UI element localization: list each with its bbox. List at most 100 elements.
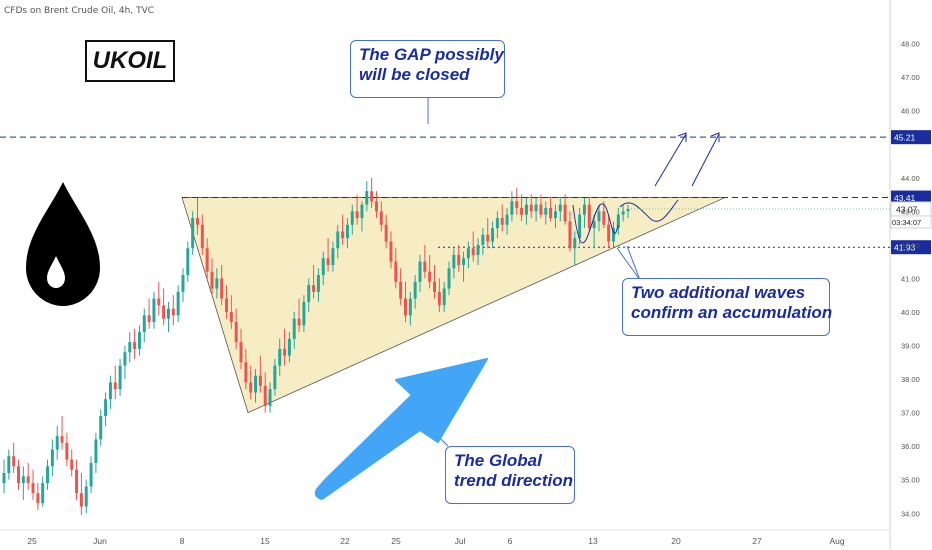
candle [568,211,572,252]
candle [355,194,359,225]
candle [249,365,253,400]
candle [229,295,233,329]
candle [539,194,543,219]
candle [36,483,40,510]
candle [205,238,209,279]
candle [471,231,475,262]
candle-body [108,382,112,400]
waves-callout-pointer-1 [616,247,641,281]
oil-drop-highlight [47,256,65,288]
candle-body [321,258,325,276]
candle [529,194,533,219]
candle-body [215,278,219,289]
candle-body [12,456,16,467]
candle [437,278,441,312]
candle [258,355,262,393]
y-tick-label: 40.00 [901,308,920,317]
candle-body [234,322,238,343]
gap-callout: The GAP possibly will be closed [350,40,505,98]
candle-body [229,311,233,323]
candle-body [26,476,30,484]
candle [524,197,528,225]
candle [462,251,466,282]
y-tick-label: 46.00 [901,107,920,116]
x-tick-label: 22 [340,536,350,546]
candle [447,261,451,296]
candle-body [481,234,485,245]
candle [99,409,103,447]
candle-body [563,204,567,222]
candle-body [205,248,209,272]
y-tick-label: 41.00 [901,274,920,283]
candle [602,201,606,229]
level-tag [891,190,931,205]
x-tick-label: 25 [27,536,37,546]
candle-body [602,211,606,225]
candle-body [597,211,601,222]
candle-body [220,278,224,299]
candle-body [491,228,495,242]
candle-body [447,268,451,289]
candle [360,201,364,232]
candle [75,459,79,500]
candle [520,194,524,222]
candle-body [529,204,533,212]
y-tick-label: 38.00 [901,375,920,384]
candle-body [297,318,301,326]
candle-body [244,362,248,383]
candle-body [384,224,388,242]
candle-body [249,382,253,393]
candle [196,197,199,235]
candle [423,244,427,279]
candle [563,194,567,225]
candle [365,181,369,212]
candle [297,298,301,333]
candle-body [118,365,122,390]
candle-body [254,375,258,393]
candle [283,328,287,366]
candle-body [283,348,287,356]
candle-body [616,214,620,229]
candle-body [7,456,11,474]
candle [312,265,316,299]
candle [534,197,538,222]
candle [394,248,398,289]
candle [181,268,185,302]
y-tick-label: 48.00 [901,40,920,49]
candle-body [2,473,6,484]
trend-callout-line2: trend direction [454,471,574,490]
candle-body [394,261,398,282]
candle [404,281,407,323]
candle-body [307,285,311,302]
candle [466,241,470,269]
candle-body [128,342,132,353]
candle [254,369,258,403]
x-tick-label: 13 [588,536,598,546]
x-tick-label: 25 [391,536,401,546]
candle [31,469,35,500]
candle [21,466,25,500]
candle [302,295,306,333]
candle-body [374,201,378,212]
candle-body [147,315,151,323]
candle [612,221,615,249]
candle-body [166,308,170,319]
gap-callout-line1: The GAP possibly [359,45,504,64]
candle [162,288,166,326]
candle [118,358,122,396]
gap-callout-line2: will be closed [359,65,470,84]
y-tick-label: 35.00 [901,476,920,485]
candle [147,298,151,329]
x-tick-label: 15 [260,536,270,546]
candle [287,332,291,363]
trend-callout: The Global trend direction [445,446,575,504]
candle [307,278,311,312]
candle [133,328,137,359]
candle-body [558,204,562,212]
candle-body [200,224,204,249]
candle [220,265,224,306]
candle [244,348,248,390]
candle [152,291,156,329]
candle [553,204,557,229]
